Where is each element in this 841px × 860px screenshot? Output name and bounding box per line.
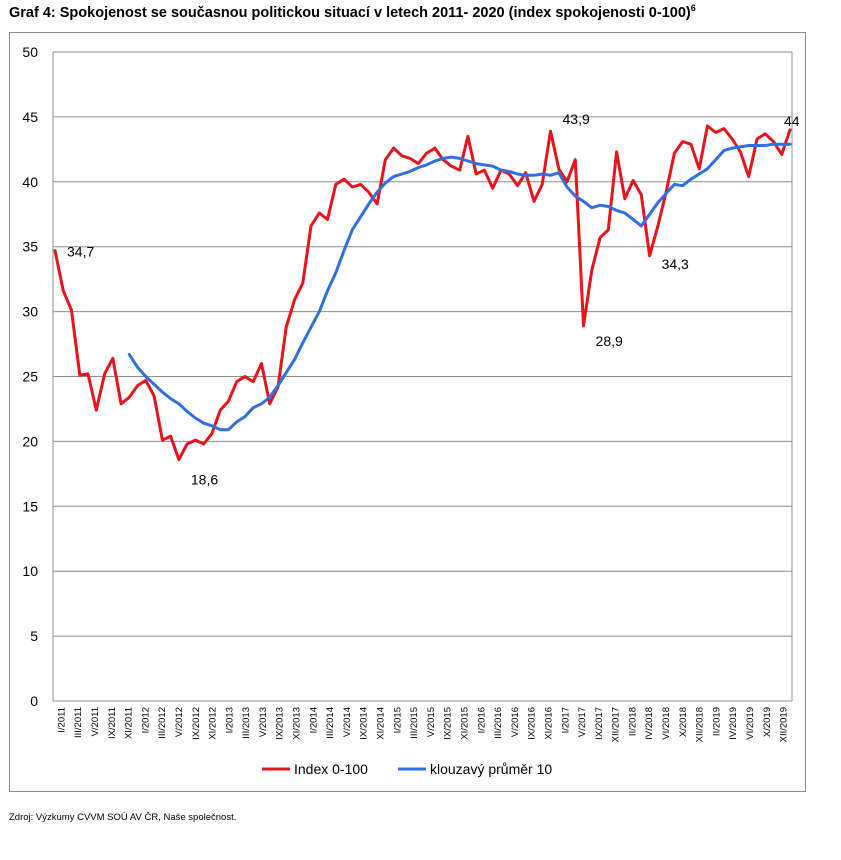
data-label: 34,3 [662, 256, 689, 272]
x-tick-label: IV/2018 [644, 707, 655, 740]
y-axis-ticks: 0 5 10 15 20 25 30 35 40 45 50 [22, 44, 38, 709]
x-tick-label: IX/2015 [443, 707, 454, 740]
y-tick-label-5: 5 [30, 628, 38, 644]
x-tick-label: XII/2018 [695, 707, 706, 742]
x-tick-label: V/2012 [174, 707, 185, 737]
x-tick-label: II/2018 [627, 707, 638, 736]
chart-frame [9, 32, 806, 792]
x-tick-label: XII/2017 [611, 707, 622, 742]
data-label: 18,6 [191, 472, 218, 488]
x-tick-label: XI/2011 [124, 707, 135, 739]
x-axis-ticks: I/2011 III/2011 V/2011 IX/2011 XI/2011 I/2012… [56, 707, 789, 742]
x-tick-label: X/2019 [762, 707, 773, 737]
x-tick-label: III/2016 [493, 707, 504, 739]
x-tick-label: VI/2019 [745, 707, 756, 740]
x-tick-label: IX/2013 [275, 707, 286, 740]
x-tick-label: XI/2012 [208, 707, 219, 740]
x-tick-label: V/2015 [426, 707, 437, 737]
y-tick-label-45: 45 [22, 109, 38, 125]
x-tick-label: I/2014 [308, 707, 319, 733]
y-tick-label-50: 50 [22, 44, 38, 60]
title-footnote-marker: 6 [690, 3, 696, 13]
data-label: 43,9 [563, 111, 590, 127]
x-tick-label: XI/2013 [292, 707, 303, 740]
x-tick-label: III/2015 [409, 707, 420, 739]
x-tick-label: III/2013 [241, 707, 252, 739]
x-tick-label: IX/2016 [527, 707, 538, 740]
x-tick-label: I/2016 [476, 707, 487, 733]
series-line-moving-average [127, 142, 792, 432]
x-tick-label: I/2015 [392, 707, 403, 733]
x-tick-label: XI/2015 [459, 707, 470, 740]
x-tick-label: IX/2017 [594, 707, 605, 740]
x-tick-label: V/2017 [577, 707, 588, 737]
x-tick-label: III/2011 [73, 707, 84, 738]
data-label: 44 [784, 113, 800, 129]
x-tick-label: XI/2014 [376, 707, 387, 740]
legend-label-index: Index 0-100 [294, 761, 368, 777]
x-tick-label: IV/2019 [728, 707, 739, 740]
y-tick-label-20: 20 [22, 433, 38, 449]
y-tick-label-0: 0 [30, 693, 38, 709]
x-tick-label: IX/2014 [359, 707, 370, 740]
x-tick-label: II/2019 [711, 707, 722, 736]
x-tick-label: V/2016 [510, 707, 521, 737]
x-tick-label: IX/2011 [107, 707, 118, 739]
x-tick-label: I/2017 [560, 707, 571, 733]
x-tick-label: XI/2016 [543, 707, 554, 740]
y-tick-label-10: 10 [22, 563, 38, 579]
y-tick-label-15: 15 [22, 498, 38, 514]
x-tick-label: I/2013 [224, 707, 235, 733]
grid [52, 51, 793, 702]
x-tick-label: V/2011 [90, 707, 101, 736]
x-tick-label: I/2012 [140, 707, 151, 733]
y-tick-label-35: 35 [22, 239, 38, 255]
data-label: 28,9 [596, 333, 623, 349]
x-tick-label: I/2011 [56, 707, 67, 733]
data-labels: 34,7 18,6 43,9 28,9 34,3 44 [67, 111, 800, 487]
x-tick-label: V/2014 [342, 707, 353, 737]
x-tick-label: IX/2012 [191, 707, 202, 740]
y-tick-label-30: 30 [22, 304, 38, 320]
chart-title-text: Graf 4: Spokojenost se současnou politic… [9, 4, 691, 21]
source-note: Zdroj: Výzkumy CVVM SOÚ AV ČR, Naše spol… [9, 812, 237, 823]
x-tick-label: VI/2018 [661, 707, 672, 740]
series-lines [53, 124, 792, 462]
series-line-index [53, 124, 792, 462]
legend: Index 0-100 klouzavý průměr 10 [262, 761, 552, 777]
y-tick-label-40: 40 [22, 174, 38, 190]
y-tick-label-25: 25 [22, 369, 38, 385]
chart-title: Graf 4: Spokojenost se současnou politic… [9, 3, 696, 21]
x-tick-label: XII/2019 [779, 707, 790, 742]
x-tick-label: X/2018 [678, 707, 689, 737]
data-label: 34,7 [67, 244, 94, 260]
x-tick-label: V/2013 [258, 707, 269, 737]
x-tick-label: III/2012 [157, 707, 168, 739]
legend-label-moving-average: klouzavý průměr 10 [430, 761, 552, 777]
x-tick-label: III/2014 [325, 707, 336, 739]
